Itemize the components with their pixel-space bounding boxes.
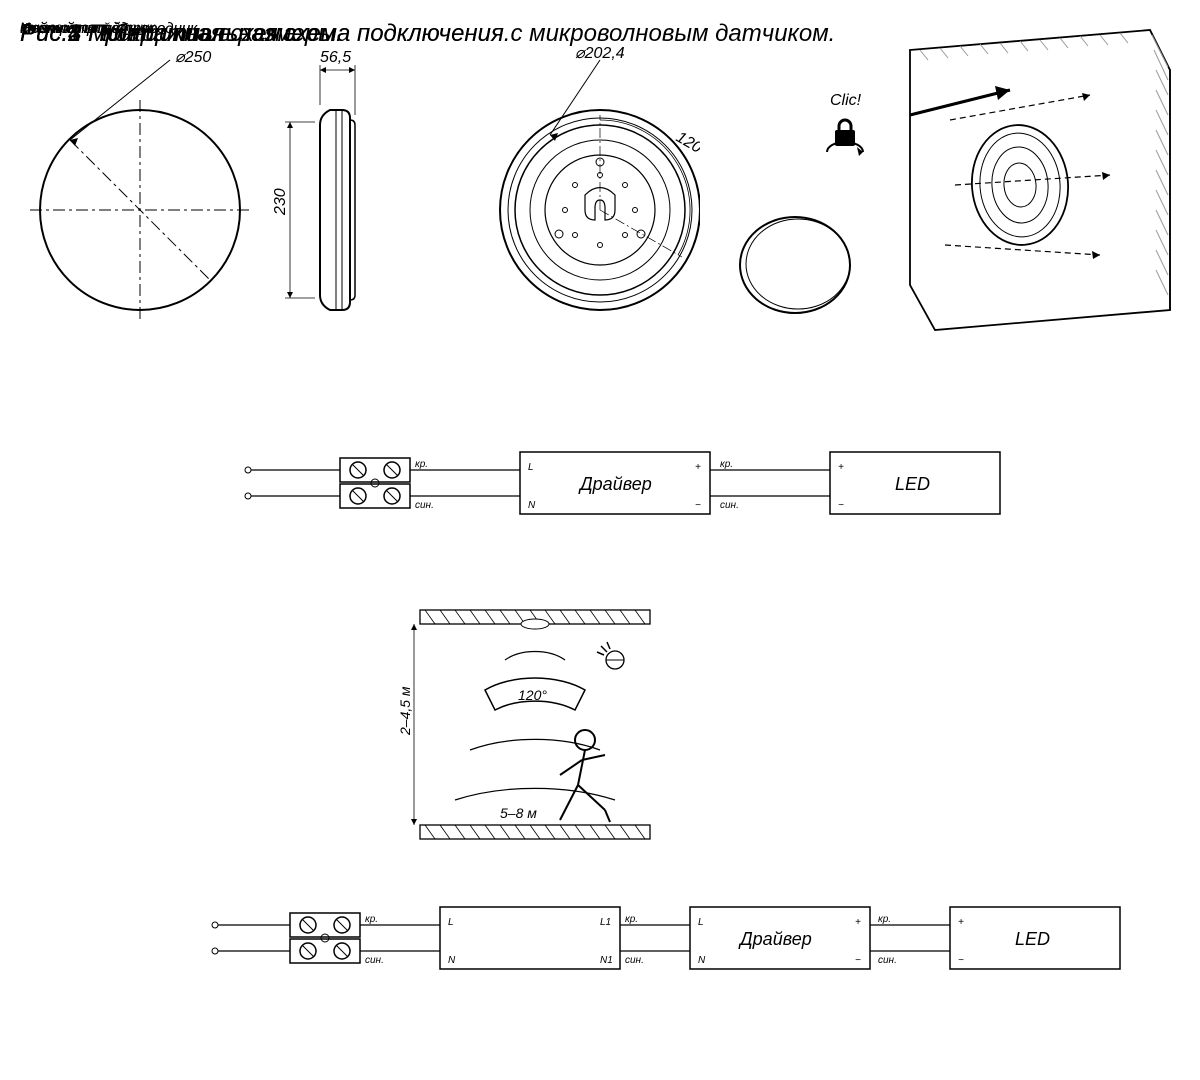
svg-text:N: N <box>698 955 706 966</box>
fig1-depth-label: 56,5 <box>320 49 351 66</box>
fig3-svg: кр. син. L N + − Драйвер кр. син. + − LE… <box>80 430 1180 550</box>
fig3-led-label: LED <box>895 474 930 494</box>
svg-text:кр.: кр. <box>720 459 733 470</box>
svg-text:кр.: кр. <box>878 914 891 925</box>
fig1-side-view: 56,5 230 <box>272 49 355 310</box>
fig4-terminal <box>290 913 360 963</box>
fig1-front-circle: ⌀250 <box>30 49 250 320</box>
svg-text:кр.: кр. <box>415 459 428 470</box>
svg-text:+: + <box>855 917 861 928</box>
fig3-driver-label: Драйвер <box>578 474 652 494</box>
fig1-angle-label: 120° <box>673 129 700 161</box>
svg-text:L: L <box>448 917 454 928</box>
svg-text:−: − <box>838 500 844 511</box>
svg-text:N1: N1 <box>600 955 613 966</box>
fig4-driver-label: Драйвер <box>738 929 812 949</box>
svg-text:L1: L1 <box>600 917 611 928</box>
sun-icon <box>597 642 624 669</box>
svg-text:−: − <box>695 500 701 511</box>
fig2-cover <box>740 217 850 313</box>
svg-text:+: + <box>958 917 964 928</box>
fig4-svg: кр. син. L N L1 N1 кр. син. L N + − Драй… <box>40 885 1200 1005</box>
svg-text:кр.: кр. <box>625 914 638 925</box>
fig4-range-h: 2–4,5 м <box>400 686 413 736</box>
svg-text:син.: син. <box>365 955 384 966</box>
svg-text:син.: син. <box>878 955 897 966</box>
page-root: ⌀250 56,5 230 <box>20 20 1180 1060</box>
fig1-svg: ⌀250 56,5 230 <box>20 20 700 340</box>
fig1-diameter-label: ⌀250 <box>175 49 211 66</box>
fig4-led-label: LED <box>1015 929 1050 949</box>
svg-text:+: + <box>838 462 844 473</box>
svg-text:син.: син. <box>625 955 644 966</box>
fig4-sensor-illustration: 120° <box>400 600 680 860</box>
svg-text:N: N <box>528 500 536 511</box>
fig4-caption: Рис.4 Принципиальная схема подключения с… <box>20 20 835 48</box>
fig2-svg: Clic! <box>710 20 1190 340</box>
fig2-clic-label: Clic! <box>830 92 862 109</box>
lock-icon <box>827 120 863 156</box>
fig4-sensor-block <box>440 907 620 969</box>
svg-text:син.: син. <box>415 500 434 511</box>
person-icon <box>560 730 610 822</box>
fig3-terminal <box>340 458 410 508</box>
svg-text:син.: син. <box>720 500 739 511</box>
svg-text:L: L <box>528 462 534 473</box>
svg-text:N: N <box>448 955 456 966</box>
fig1-back-view: ⌀202,4 120° <box>500 45 700 310</box>
svg-text:−: − <box>855 955 861 966</box>
svg-text:+: + <box>695 462 701 473</box>
svg-text:кр.: кр. <box>365 914 378 925</box>
svg-text:L: L <box>698 917 704 928</box>
fig1-height-label: 230 <box>272 188 289 216</box>
fig4-range-w: 5–8 м <box>500 805 537 821</box>
svg-text:−: − <box>958 955 964 966</box>
fig4-angle-label: 120° <box>518 687 547 703</box>
